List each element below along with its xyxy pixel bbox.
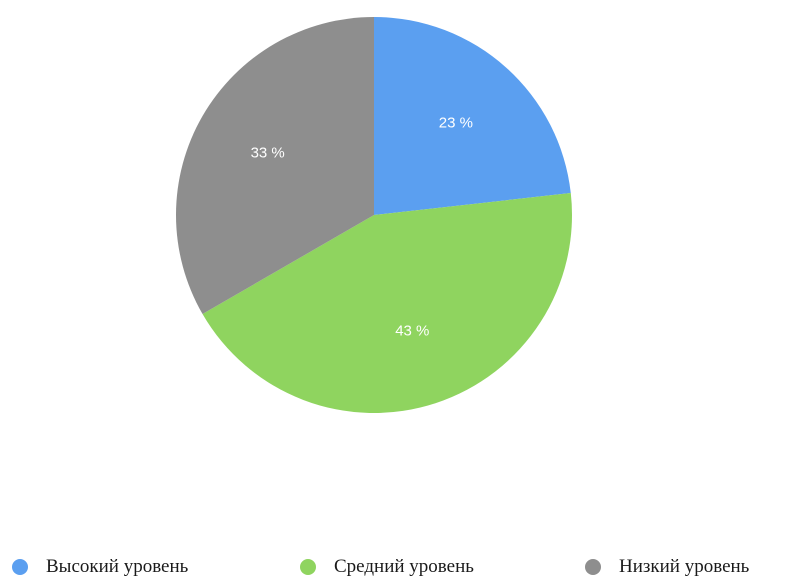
- pie-slice-low: [176, 17, 374, 314]
- pie-slice-medium: [202, 193, 573, 413]
- legend-label-low: Низкий уровень: [619, 556, 750, 577]
- legend-swatch-medium: [300, 559, 316, 575]
- legend-swatch-high: [12, 559, 28, 575]
- legend-item-low: Низкий уровень: [585, 556, 749, 578]
- pie-data-label-low: 33 %: [251, 145, 285, 162]
- chart-legend: Высокий уровень Средний уровень Низкий у…: [0, 556, 803, 579]
- pie-data-label-high: 23 %: [439, 114, 473, 131]
- legend-item-high: Высокий уровень: [12, 556, 188, 578]
- legend-swatch-low: [585, 559, 601, 575]
- pie-data-label-medium: 43 %: [395, 323, 429, 340]
- legend-label-high: Высокий уровень: [46, 556, 189, 577]
- legend-label-medium: Средний уровень: [334, 556, 474, 577]
- legend-item-medium: Средний уровень: [300, 556, 474, 578]
- pie-slice-high: [374, 17, 571, 215]
